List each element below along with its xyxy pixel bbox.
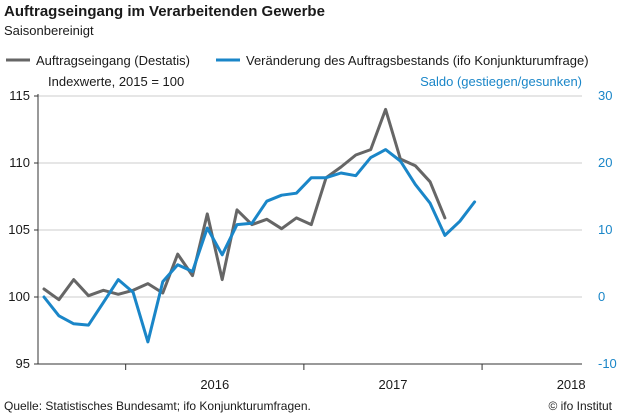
right-tick-label: 20 <box>598 155 612 170</box>
chart-title: Auftragseingang im Verarbeitenden Gewerb… <box>4 3 325 20</box>
series-line-auftragsbestand <box>42 148 477 344</box>
series-line-auftragseingang <box>42 107 447 302</box>
left-tick-label: 100 <box>8 289 30 304</box>
left-tick-label: 95 <box>16 356 30 371</box>
legend-label: Auftragseingang (Destatis) <box>36 53 190 68</box>
left-tick-label: 115 <box>9 88 30 103</box>
x-tick-label: 2018 <box>557 377 586 392</box>
right-tick-label: 10 <box>598 222 612 237</box>
x-tick-label: 2016 <box>200 377 229 392</box>
right-tick-label: -10 <box>598 356 617 371</box>
right-tick-label: 30 <box>598 88 612 103</box>
x-tick-label: 2017 <box>379 377 408 392</box>
chart-subtitle: Saisonbereinigt <box>4 23 94 38</box>
left-tick-label: 105 <box>8 222 30 237</box>
right-tick-label: 0 <box>598 289 605 304</box>
left-tick-label: 110 <box>9 155 30 170</box>
legend-label: Veränderung des Auftragsbestands (ifo Ko… <box>246 53 589 68</box>
source-note: Quelle: Statistisches Bundesamt; ifo Kon… <box>4 399 311 413</box>
right-axis-label: Saldo (gestiegen/gesunken) <box>420 74 582 89</box>
left-axis-label: Indexwerte, 2015 = 100 <box>48 74 184 89</box>
copyright-credit: © ifo Institut <box>548 399 612 413</box>
